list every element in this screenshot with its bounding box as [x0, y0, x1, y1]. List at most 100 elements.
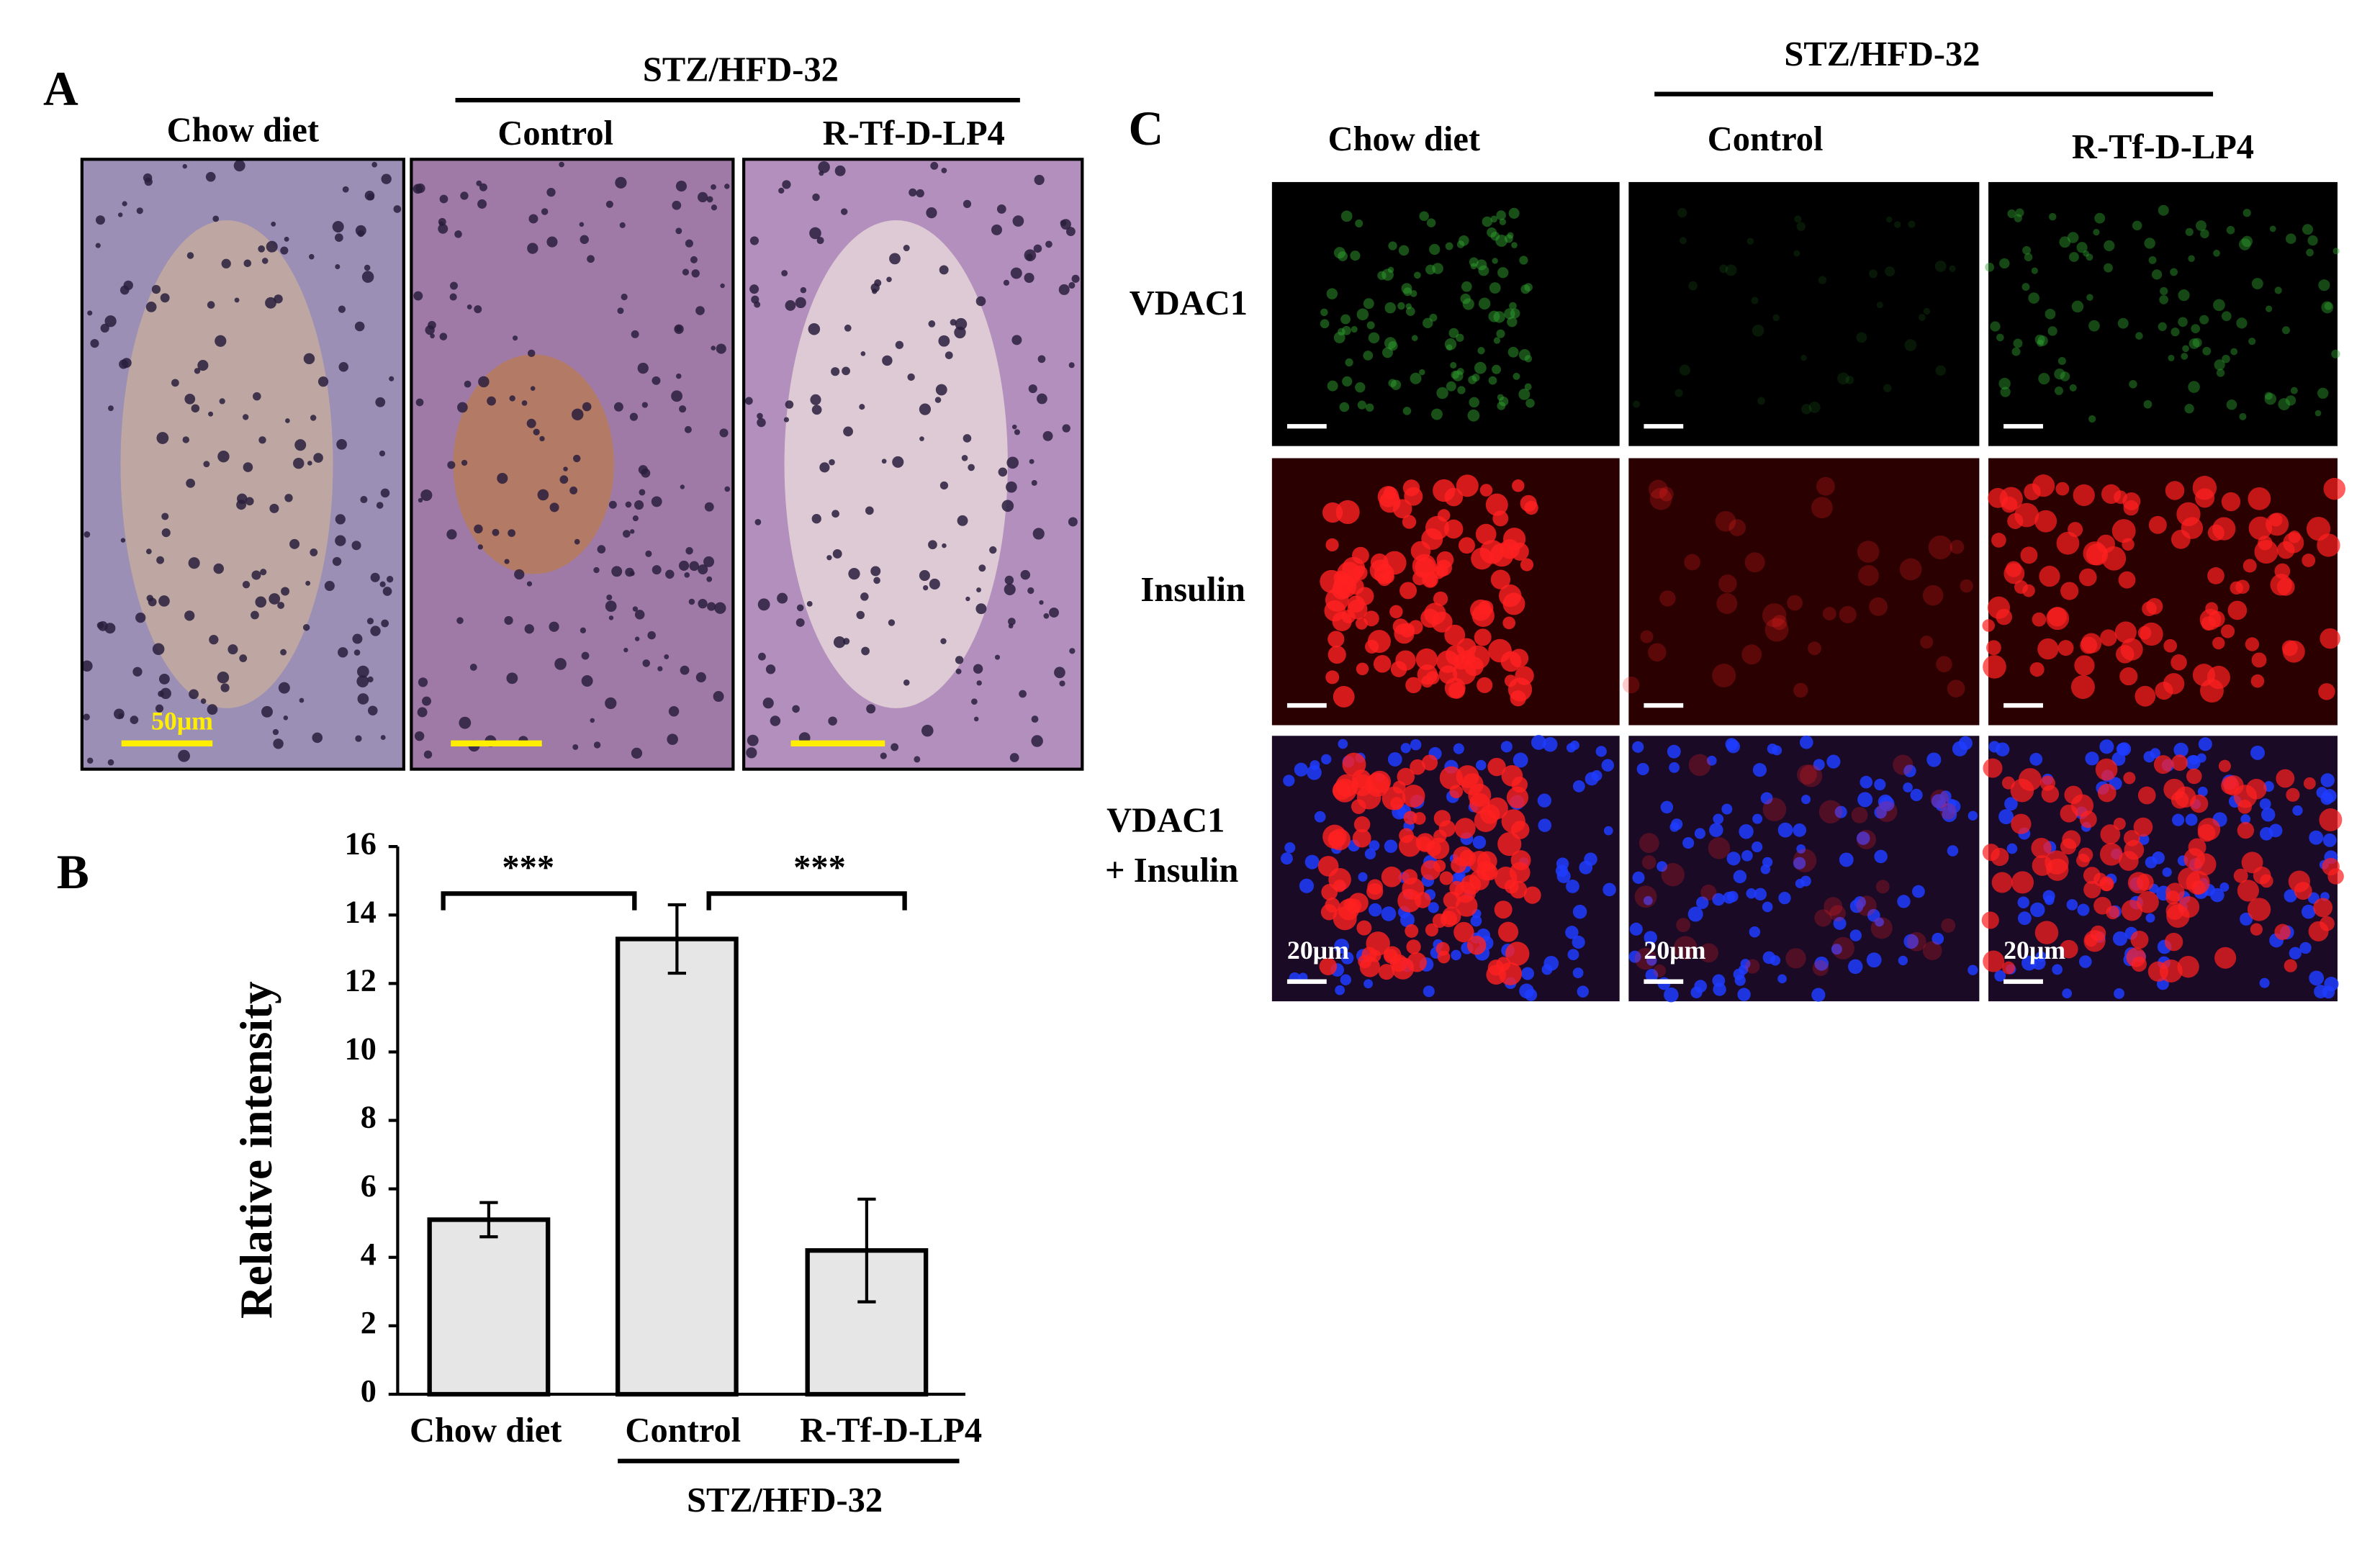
nucleus [605, 200, 613, 208]
cell [1659, 590, 1676, 607]
cell [2218, 759, 2232, 772]
cell [1338, 899, 1360, 921]
nucleus [2210, 888, 2225, 903]
cell [2047, 326, 2057, 336]
significance-bracket [441, 891, 637, 911]
nucleus [754, 301, 761, 308]
cell [1432, 263, 1443, 274]
y-axis-label: Relative intensity [231, 981, 281, 1319]
cell [1317, 856, 1339, 877]
cell [2213, 249, 2220, 257]
cell [1419, 369, 1425, 376]
cell [2024, 253, 2033, 262]
nucleus [1068, 517, 1078, 527]
nucleus [1874, 849, 1888, 864]
cell [2171, 529, 2191, 549]
nucleus [477, 544, 483, 550]
cell [2281, 640, 2298, 656]
cell [2332, 248, 2340, 255]
nucleus [892, 456, 904, 468]
cell [1496, 957, 1511, 972]
cell [1837, 372, 1849, 385]
nucleus [1723, 891, 1736, 904]
nucleus [1778, 891, 1791, 905]
nucleus [976, 587, 981, 592]
nucleus [1752, 763, 1767, 777]
nucleus [135, 612, 146, 623]
cell [2314, 410, 2322, 417]
nucleus [161, 512, 169, 520]
cell [2037, 339, 2045, 347]
cell [2276, 577, 2295, 596]
nucleus [1006, 481, 1017, 493]
cell [1382, 347, 1393, 358]
nucleus [1451, 949, 1461, 961]
cell [1811, 497, 1833, 519]
nucleus [1034, 174, 1045, 186]
nucleus [2284, 889, 2297, 903]
nucleus [469, 664, 477, 671]
nucleus [1854, 896, 1866, 908]
cell [2242, 209, 2251, 217]
nucleus [866, 704, 876, 714]
nucleus [1709, 823, 1723, 837]
cell [1340, 210, 1353, 222]
cell [2253, 866, 2271, 885]
nucleus [366, 618, 374, 625]
cell [1487, 757, 1506, 777]
nucleus [253, 392, 261, 401]
image-bg [1628, 736, 1980, 1002]
nucleus [1369, 903, 1382, 917]
panel-label: A [43, 62, 78, 116]
nucleus [808, 322, 821, 335]
cell [1496, 210, 1506, 220]
cell [1342, 376, 1353, 387]
nucleus [859, 404, 865, 410]
nucleus [2066, 899, 2078, 911]
significance-label: *** [793, 849, 846, 887]
nucleus [1833, 916, 1847, 930]
nucleus [608, 615, 614, 620]
nucleus [271, 221, 276, 227]
cell [1883, 384, 1892, 392]
nucleus [1543, 736, 1558, 752]
nucleus [1591, 769, 1603, 782]
nucleus [155, 704, 164, 713]
micrograph [410, 158, 735, 771]
nucleus [698, 599, 708, 609]
cell [1923, 307, 1931, 315]
nucleus [376, 502, 384, 509]
nucleus [2032, 956, 2046, 970]
cell [2251, 652, 2267, 668]
nucleus [266, 240, 278, 253]
nucleus [1645, 968, 1659, 982]
nucleus [184, 610, 195, 621]
nucleus [2301, 904, 2316, 919]
cell [1922, 584, 1944, 606]
nucleus [526, 581, 533, 587]
nucleus [1777, 974, 1787, 984]
nucleus [559, 475, 569, 484]
nucleus [1682, 837, 1695, 849]
cell [1356, 920, 1372, 936]
nucleus [1387, 752, 1402, 767]
error-bar [667, 903, 687, 975]
nucleus [989, 546, 997, 554]
cell [2101, 546, 2127, 571]
nucleus [1903, 764, 1916, 777]
nucleus [719, 428, 729, 438]
nucleus [307, 461, 312, 466]
cell [1363, 610, 1379, 627]
nucleus [234, 297, 240, 303]
nucleus [255, 596, 267, 608]
nucleus [1632, 741, 1644, 753]
nucleus [423, 750, 433, 759]
column-header: Chow diet [1328, 120, 1480, 158]
cell [1497, 394, 1504, 401]
nucleus [1939, 790, 1952, 803]
cell [1908, 220, 1916, 228]
cell [2117, 317, 2129, 329]
nucleus [2292, 805, 2303, 816]
nucleus [447, 461, 456, 469]
nucleus [265, 297, 276, 309]
